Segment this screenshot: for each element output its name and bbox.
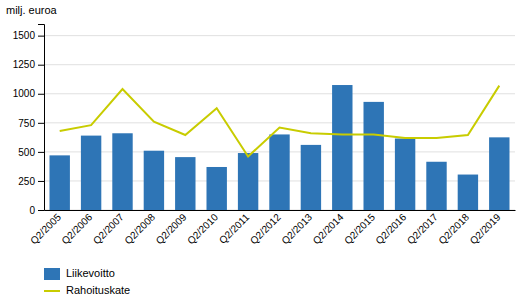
legend-label: Liikevoitto bbox=[66, 267, 115, 279]
x-tick-label: Q2/2015 bbox=[342, 211, 377, 246]
y-tick: 0 bbox=[29, 205, 44, 216]
x-tick-label: Q2/2017 bbox=[405, 211, 440, 246]
y-tick-label: 1250 bbox=[13, 59, 36, 70]
bar bbox=[112, 133, 132, 210]
bar bbox=[81, 136, 101, 210]
y-tick-label: 750 bbox=[18, 118, 35, 129]
bar bbox=[426, 162, 446, 210]
bar bbox=[395, 139, 415, 210]
x-axis: Q2/2005Q2/2006Q2/2007Q2/2008Q2/2009Q2/20… bbox=[28, 211, 515, 247]
plot: 0250500750100012501500Q2/2005Q2/2006Q2/2… bbox=[13, 25, 516, 247]
x-tick: Q2/2011 bbox=[217, 211, 252, 246]
x-tick-label: Q2/2012 bbox=[248, 211, 283, 246]
legend-label: Rahoituskate bbox=[66, 284, 130, 296]
x-tick-label: Q2/2005 bbox=[28, 211, 63, 246]
legend-swatch bbox=[44, 268, 60, 280]
bar bbox=[489, 137, 509, 210]
x-tick: Q2/2013 bbox=[279, 211, 314, 246]
x-tick-label: Q2/2018 bbox=[436, 211, 471, 246]
x-tick-label: Q2/2019 bbox=[468, 211, 503, 246]
x-tick: Q2/2007 bbox=[91, 211, 126, 246]
grid-line bbox=[44, 122, 515, 123]
grid-line bbox=[44, 93, 515, 94]
y-tick-mark bbox=[38, 210, 44, 211]
grid-line bbox=[44, 64, 515, 65]
x-tick-label: Q2/2007 bbox=[91, 211, 126, 246]
grid-line bbox=[44, 35, 515, 36]
y-axis: 0 250 500 750 1000 1250 1500 bbox=[13, 25, 45, 216]
x-tick: Q2/2017 bbox=[405, 211, 440, 246]
legend-swatch bbox=[44, 290, 60, 292]
legend-item: Liikevoitto bbox=[44, 267, 115, 280]
x-tick: Q2/2019 bbox=[468, 211, 503, 246]
line bbox=[60, 86, 500, 157]
x-tick-label: Q2/2011 bbox=[217, 211, 252, 246]
y-tick: 1250 bbox=[13, 59, 44, 70]
bar bbox=[238, 153, 258, 210]
x-tick: Q2/2015 bbox=[342, 211, 377, 246]
legend: Liikevoitto Rahoituskate bbox=[44, 267, 130, 296]
y-tick: 750 bbox=[18, 118, 44, 129]
y-tick: 500 bbox=[18, 147, 44, 158]
bar bbox=[269, 134, 289, 210]
chart: 0250500750100012501500Q2/2005Q2/2006Q2/2… bbox=[0, 0, 529, 302]
bar bbox=[49, 155, 69, 210]
y-tick-label: 1000 bbox=[13, 88, 36, 99]
x-tick: Q2/2005 bbox=[28, 211, 63, 246]
x-tick-label: Q2/2014 bbox=[311, 211, 346, 246]
marks bbox=[49, 85, 509, 210]
y-tick: 1000 bbox=[13, 88, 44, 99]
x-tick-label: Q2/2006 bbox=[59, 211, 94, 246]
y-tick-label: 500 bbox=[18, 147, 35, 158]
x-tick-label: Q2/2010 bbox=[185, 211, 220, 246]
y-axis-line bbox=[38, 25, 45, 211]
y-tick-label: 250 bbox=[18, 176, 35, 187]
y-tick-label: 1500 bbox=[13, 30, 36, 41]
x-tick-label: Q2/2013 bbox=[279, 211, 314, 246]
bar bbox=[144, 151, 164, 210]
y-tick-mark bbox=[38, 94, 44, 95]
y-tick: 1500 bbox=[13, 30, 44, 41]
y-tick-mark bbox=[38, 36, 44, 37]
bar bbox=[363, 102, 383, 210]
bar bbox=[458, 175, 478, 210]
bar bbox=[301, 145, 321, 210]
y-tick-mark bbox=[38, 181, 44, 182]
x-axis-line bbox=[45, 210, 516, 211]
x-tick: Q2/2016 bbox=[373, 211, 408, 246]
y-axis-title: milj. euroa bbox=[6, 4, 58, 16]
legend-item: Rahoituskate bbox=[44, 284, 130, 296]
bar-series bbox=[49, 85, 509, 210]
grid bbox=[44, 36, 515, 210]
y-tick-mark bbox=[38, 152, 44, 153]
x-tick: Q2/2014 bbox=[311, 211, 346, 246]
x-tick: Q2/2010 bbox=[185, 211, 220, 246]
x-tick: Q2/2008 bbox=[122, 211, 157, 246]
x-tick-label: Q2/2008 bbox=[122, 211, 157, 246]
x-tick: Q2/2018 bbox=[436, 211, 471, 246]
x-tick: Q2/2009 bbox=[154, 211, 189, 246]
x-tick: Q2/2012 bbox=[248, 211, 283, 246]
y-tick-mark bbox=[38, 65, 44, 66]
y-tick-mark bbox=[38, 123, 44, 124]
bar bbox=[332, 85, 352, 210]
x-tick-label: Q2/2009 bbox=[154, 211, 189, 246]
x-tick: Q2/2006 bbox=[59, 211, 94, 246]
bar bbox=[175, 157, 195, 210]
bar bbox=[206, 167, 226, 210]
y-tick-label: 0 bbox=[29, 205, 35, 216]
x-tick-label: Q2/2016 bbox=[373, 211, 408, 246]
y-tick: 250 bbox=[18, 176, 44, 187]
